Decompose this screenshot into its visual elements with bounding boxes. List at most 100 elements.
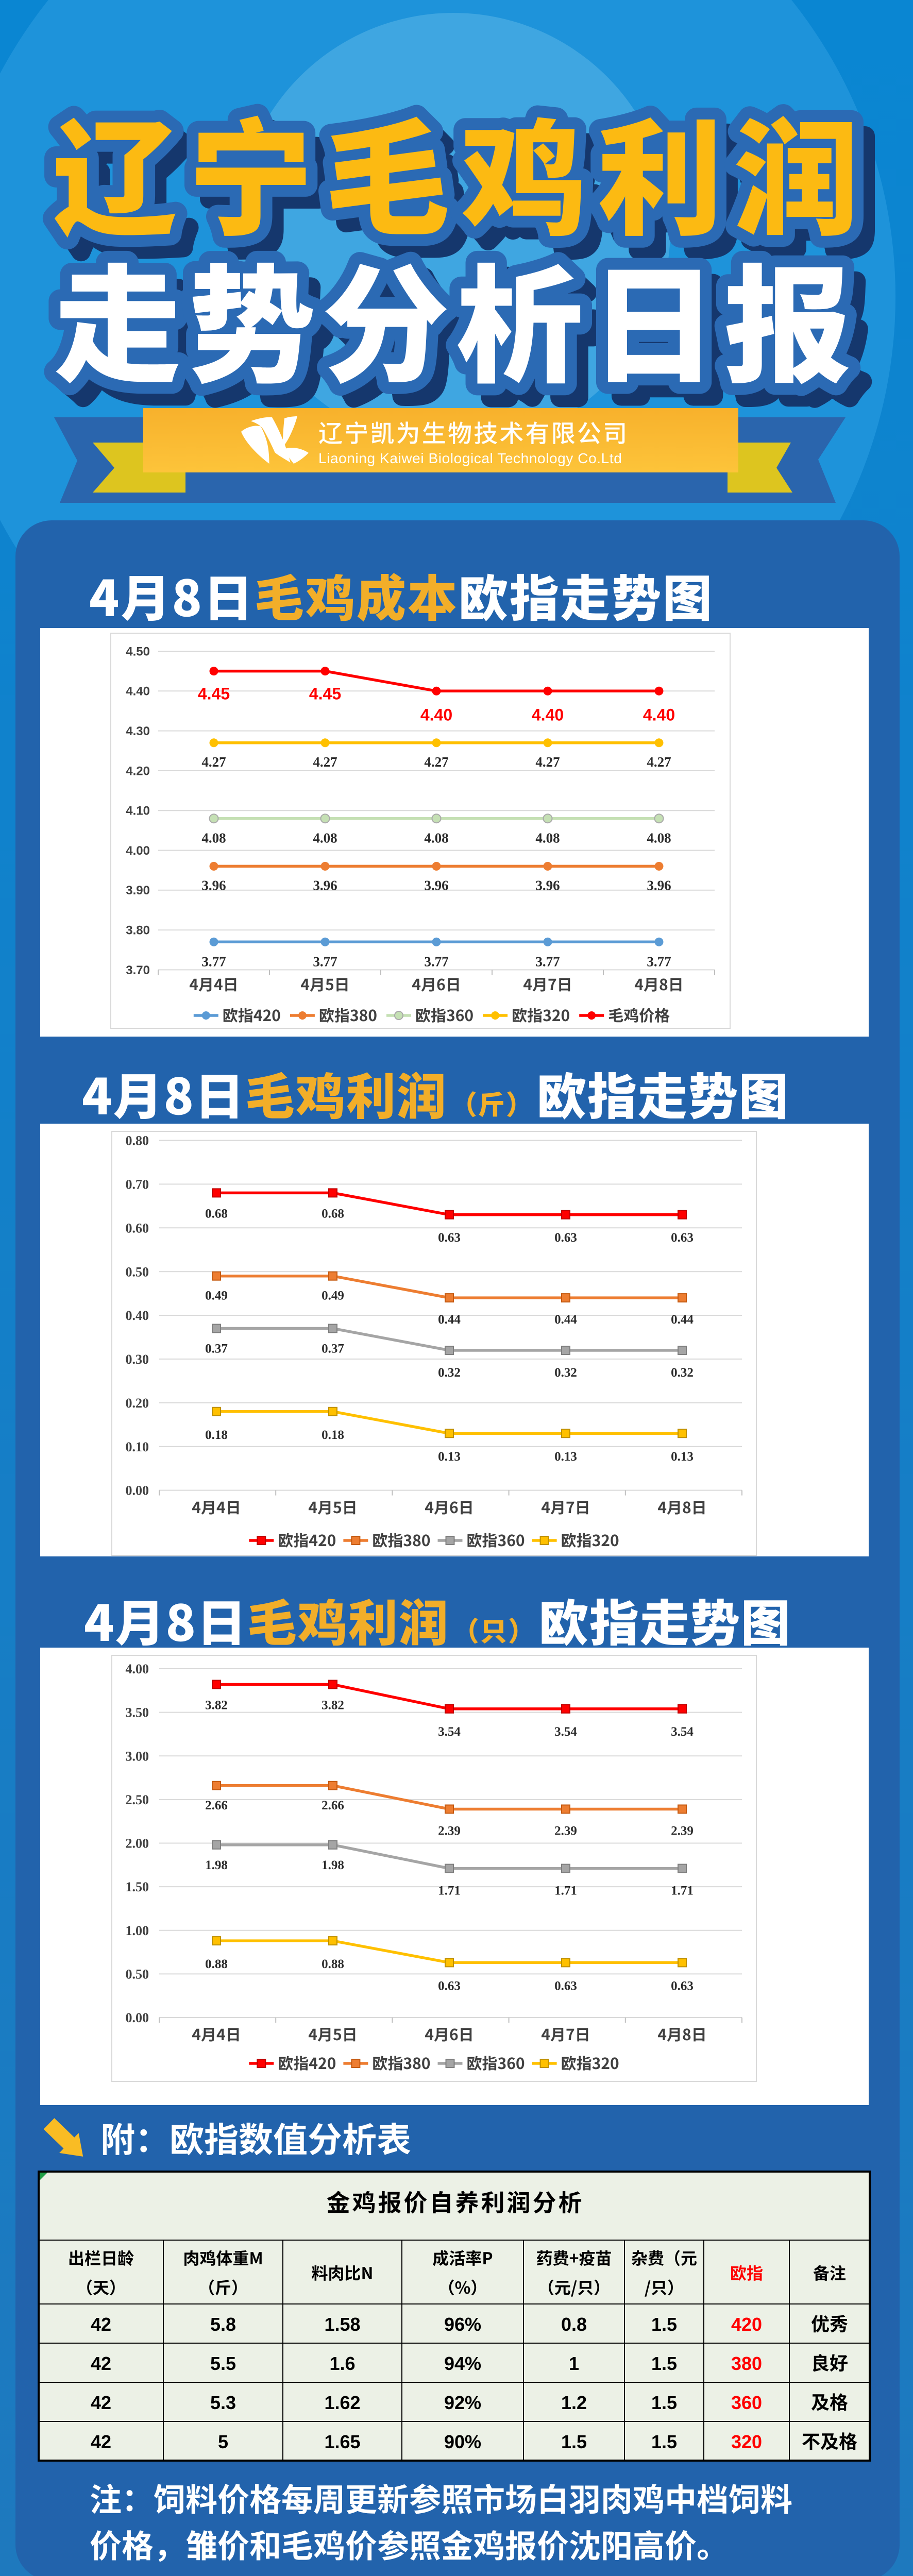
- svg-text:380: 380: [731, 2353, 762, 2374]
- svg-text:4.27: 4.27: [424, 754, 448, 770]
- svg-text:0.88: 0.88: [205, 1957, 228, 1971]
- svg-text:0.50: 0.50: [126, 1264, 149, 1279]
- svg-text:42: 42: [91, 2353, 111, 2374]
- svg-text:1.98: 1.98: [322, 1858, 344, 1872]
- svg-text:3.00: 3.00: [126, 1749, 149, 1764]
- svg-text:3.96: 3.96: [647, 877, 671, 893]
- svg-text:1: 1: [569, 2353, 579, 2374]
- svg-text:3.77: 3.77: [647, 954, 671, 969]
- svg-text:0.44: 0.44: [554, 1313, 577, 1327]
- svg-text:0.88: 0.88: [322, 1957, 344, 1971]
- svg-text:0.18: 0.18: [205, 1428, 228, 1442]
- svg-text:360: 360: [731, 2392, 762, 2413]
- svg-text:0.63: 0.63: [554, 1979, 577, 1993]
- svg-text:0.63: 0.63: [438, 1979, 461, 1993]
- svg-text:1.5: 1.5: [561, 2431, 587, 2452]
- svg-text:Liaoning Kaiwei Biological Tec: Liaoning Kaiwei Biological Technology Co…: [318, 450, 622, 466]
- svg-text:4.00: 4.00: [126, 844, 150, 858]
- svg-text:0.13: 0.13: [671, 1450, 694, 1464]
- svg-text:4.27: 4.27: [313, 754, 337, 770]
- svg-text:0.8: 0.8: [561, 2314, 587, 2335]
- svg-text:3.96: 3.96: [313, 877, 337, 893]
- svg-text:1.5: 1.5: [651, 2392, 677, 2413]
- svg-text:42: 42: [91, 2392, 111, 2413]
- svg-text:0.63: 0.63: [554, 1231, 577, 1245]
- svg-text:1.5: 1.5: [651, 2431, 677, 2452]
- svg-text:3.77: 3.77: [313, 954, 337, 969]
- svg-text:5.3: 5.3: [210, 2392, 236, 2413]
- svg-text:3.70: 3.70: [126, 963, 150, 977]
- svg-text:5.5: 5.5: [210, 2353, 236, 2374]
- svg-text:3.96: 3.96: [201, 877, 226, 893]
- svg-text:0.63: 0.63: [438, 1231, 461, 1245]
- svg-text:420: 420: [731, 2314, 762, 2335]
- svg-text:1.50: 1.50: [126, 1879, 149, 1894]
- svg-text:0.18: 0.18: [322, 1428, 344, 1442]
- svg-text:3.77: 3.77: [535, 954, 560, 969]
- svg-text:1.58: 1.58: [324, 2314, 360, 2335]
- svg-text:4.10: 4.10: [126, 804, 150, 818]
- svg-text:0.68: 0.68: [322, 1207, 344, 1221]
- svg-text:4.40: 4.40: [126, 685, 150, 699]
- svg-text:1.00: 1.00: [126, 1923, 149, 1938]
- svg-text:4.00: 4.00: [126, 1662, 149, 1676]
- svg-text:1.98: 1.98: [205, 1858, 228, 1872]
- svg-text:42: 42: [91, 2314, 111, 2335]
- svg-text:0.49: 0.49: [205, 1289, 228, 1303]
- svg-text:2.66: 2.66: [322, 1799, 344, 1812]
- svg-text:0.63: 0.63: [671, 1979, 694, 1993]
- svg-text:3.96: 3.96: [424, 877, 448, 893]
- svg-text:1.71: 1.71: [438, 1884, 461, 1898]
- svg-text:42: 42: [91, 2431, 111, 2452]
- svg-text:320: 320: [731, 2431, 762, 2452]
- svg-text:0.44: 0.44: [671, 1313, 694, 1327]
- svg-text:0.13: 0.13: [554, 1450, 577, 1464]
- svg-text:0.60: 0.60: [126, 1221, 149, 1235]
- svg-text:4.27: 4.27: [201, 754, 226, 770]
- svg-text:4.50: 4.50: [126, 645, 150, 658]
- svg-text:3.54: 3.54: [554, 1725, 577, 1739]
- svg-text:1.2: 1.2: [561, 2392, 587, 2413]
- svg-text:4.40: 4.40: [420, 705, 452, 724]
- svg-text:0.13: 0.13: [438, 1450, 461, 1464]
- svg-text:3.50: 3.50: [126, 1705, 149, 1720]
- svg-text:4.08: 4.08: [647, 831, 671, 846]
- svg-text:2.39: 2.39: [554, 1824, 577, 1838]
- svg-text:3.54: 3.54: [438, 1725, 461, 1739]
- svg-text:4.08: 4.08: [313, 831, 337, 846]
- svg-text:4.20: 4.20: [126, 764, 150, 778]
- svg-text:4.27: 4.27: [535, 754, 560, 770]
- svg-text:3.54: 3.54: [671, 1725, 694, 1739]
- svg-text:1.71: 1.71: [671, 1884, 694, 1898]
- svg-text:90%: 90%: [444, 2431, 481, 2452]
- svg-text:2.39: 2.39: [438, 1824, 461, 1838]
- svg-text:5.8: 5.8: [210, 2314, 236, 2335]
- svg-text:0.37: 0.37: [205, 1342, 228, 1356]
- svg-text:1.71: 1.71: [554, 1884, 577, 1898]
- svg-text:0.50: 0.50: [126, 1967, 149, 1982]
- svg-text:1.65: 1.65: [324, 2431, 360, 2452]
- svg-text:4.08: 4.08: [201, 831, 226, 846]
- svg-text:0.70: 0.70: [126, 1177, 149, 1192]
- svg-text:0.10: 0.10: [126, 1439, 149, 1454]
- svg-text:0.20: 0.20: [126, 1396, 149, 1411]
- svg-text:0.49: 0.49: [322, 1289, 344, 1303]
- svg-text:3.77: 3.77: [201, 954, 226, 969]
- svg-text:1.5: 1.5: [651, 2353, 677, 2374]
- svg-text:0.32: 0.32: [438, 1366, 461, 1380]
- svg-text:0.00: 0.00: [126, 1483, 149, 1498]
- svg-text:3.80: 3.80: [126, 924, 150, 938]
- svg-text:3.90: 3.90: [126, 884, 150, 897]
- svg-text:1.5: 1.5: [651, 2314, 677, 2335]
- svg-text:4.30: 4.30: [126, 724, 150, 738]
- svg-text:2.39: 2.39: [671, 1824, 694, 1838]
- svg-text:4.45: 4.45: [198, 685, 230, 703]
- svg-text:0.40: 0.40: [126, 1308, 149, 1323]
- svg-text:2.50: 2.50: [126, 1792, 149, 1807]
- svg-text:4.40: 4.40: [643, 705, 675, 724]
- svg-text:0.32: 0.32: [554, 1366, 577, 1380]
- svg-text:4.40: 4.40: [532, 705, 564, 724]
- svg-text:0.68: 0.68: [205, 1207, 228, 1221]
- svg-text:4.27: 4.27: [647, 754, 671, 770]
- svg-text:0.37: 0.37: [322, 1342, 344, 1356]
